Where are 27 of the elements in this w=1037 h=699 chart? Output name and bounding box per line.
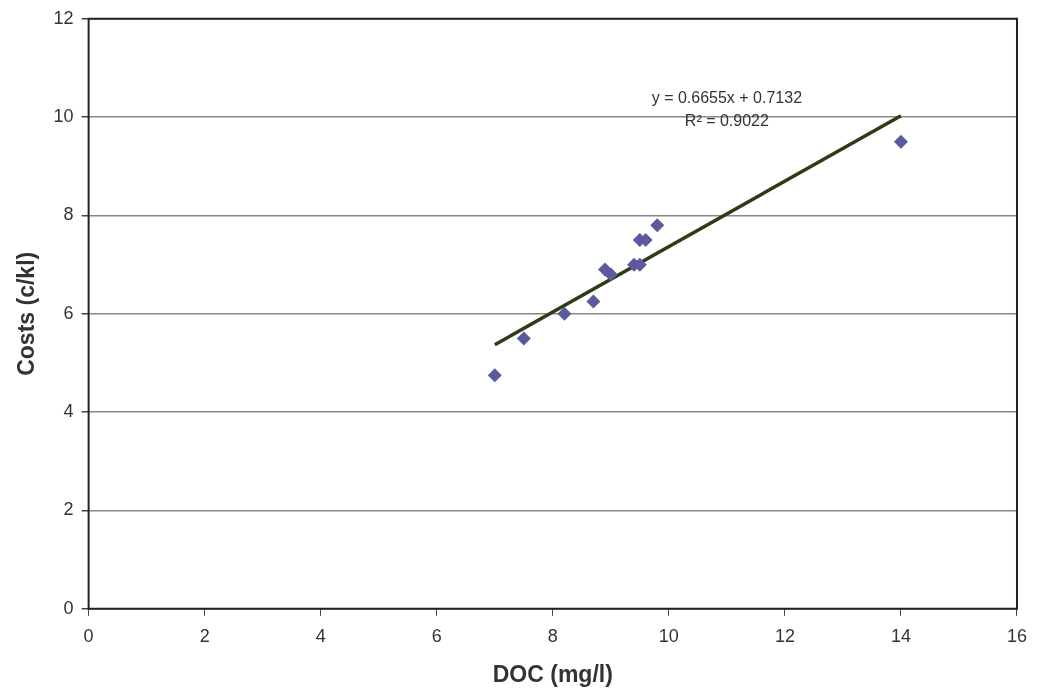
x-tick-label: 12	[774, 625, 795, 646]
x-tick-label: 6	[431, 625, 442, 646]
point	[893, 134, 908, 149]
y-tick-label: 4	[63, 401, 74, 422]
point	[557, 306, 572, 321]
y-tick-label: 10	[53, 106, 74, 127]
x-tick-label: 2	[199, 625, 210, 646]
y-tick-label: 2	[63, 499, 74, 520]
point	[487, 368, 502, 383]
x-tick-label: 8	[547, 625, 558, 646]
x-tick-label: 14	[890, 625, 911, 646]
y-tick-label: 12	[53, 7, 74, 28]
x-axis-title: DOC (mg/l)	[492, 660, 613, 687]
point	[586, 294, 601, 309]
x-tick-label: 0	[83, 625, 94, 646]
y-tick-label: 8	[63, 204, 74, 225]
y-axis-title: Costs (c/kl)	[13, 251, 40, 376]
annotation: y = 0.6655x + 0.7132	[651, 88, 803, 106]
annotation: R² = 0.9022	[684, 111, 769, 129]
point	[603, 267, 618, 282]
point	[516, 331, 531, 346]
y-tick-label: 0	[63, 597, 74, 618]
point	[650, 218, 665, 233]
y-tick-label: 6	[63, 302, 74, 323]
x-tick-label: 10	[658, 625, 679, 646]
x-tick-label: 4	[315, 625, 326, 646]
x-tick-label: 16	[1006, 625, 1027, 646]
